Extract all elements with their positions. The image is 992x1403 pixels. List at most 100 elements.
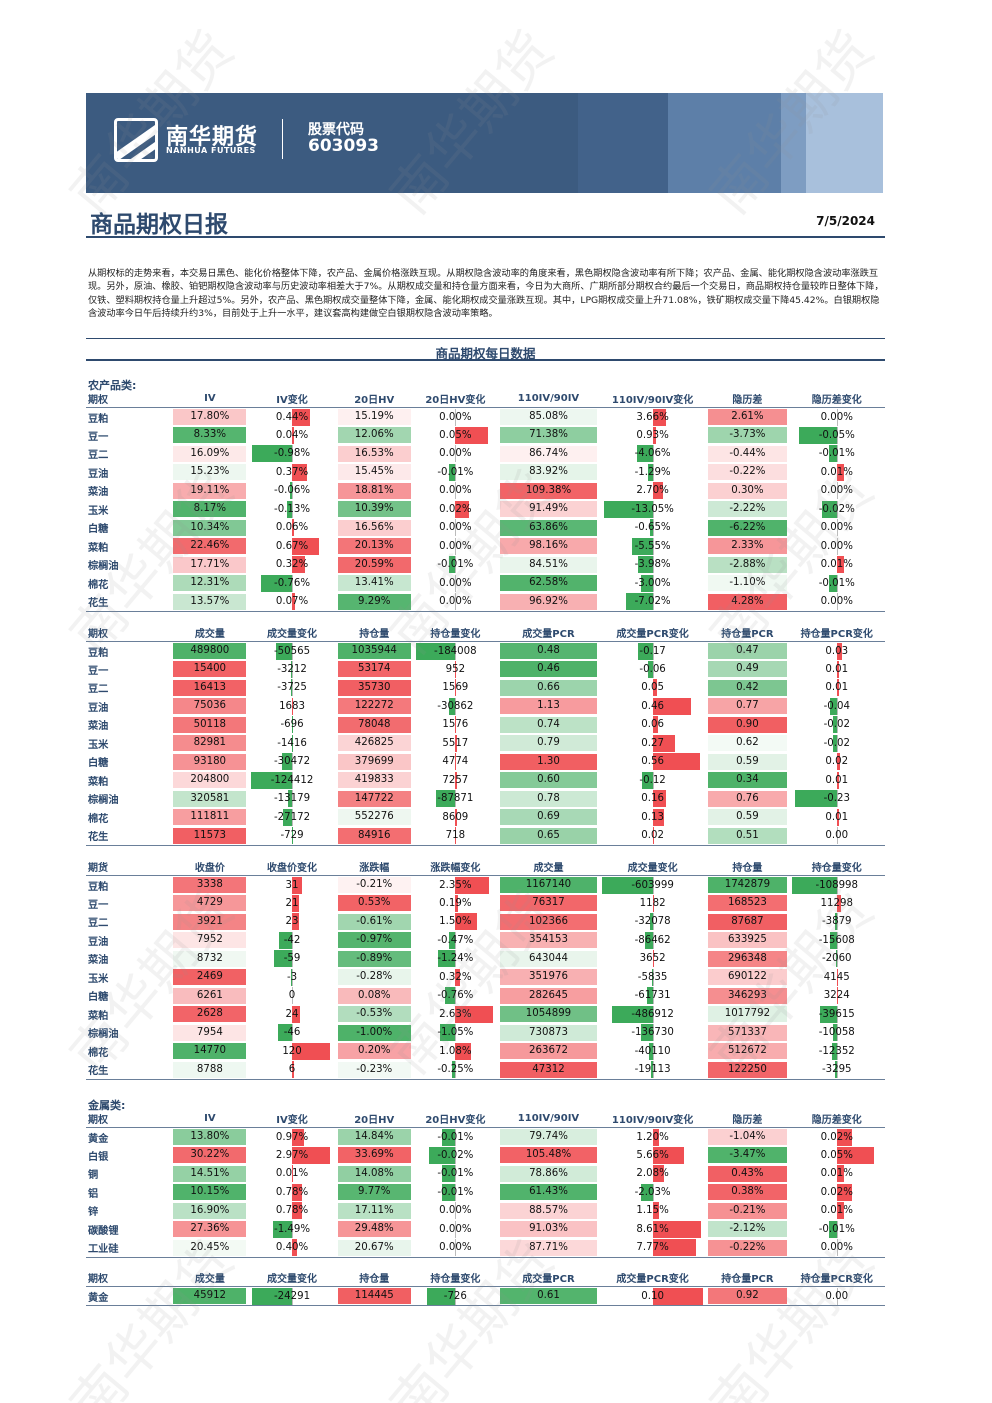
bar-fill xyxy=(292,593,295,610)
bar-value: -32078 xyxy=(634,916,671,928)
stock-code-label: 股票代码 xyxy=(308,122,364,138)
row-name: 白糖 xyxy=(88,758,109,770)
heat-value: 690122 xyxy=(708,969,787,986)
bar-fill xyxy=(652,1220,702,1238)
heat-value: 12.06% xyxy=(337,427,411,444)
row-name: 花生 xyxy=(86,592,172,612)
bar-axis xyxy=(455,827,457,844)
bar-value: 0.06 xyxy=(641,719,664,731)
bar-value: 0.00% xyxy=(439,448,472,460)
bar-fill xyxy=(442,1165,456,1183)
bar-value: -5.55% xyxy=(634,540,671,552)
bar-fill xyxy=(795,790,837,808)
heat-value: 0.51 xyxy=(708,827,787,844)
bar-value: -87871 xyxy=(437,793,474,805)
heat-cell: 426825 xyxy=(336,734,413,753)
data-bar: 0.05% xyxy=(792,1146,883,1164)
table-row: 菜油 50118 -696 78048 1576 0.74 0.06 0.90 -0.02 xyxy=(86,716,885,735)
data-bar: -0.76% xyxy=(416,987,495,1005)
heat-cell: 320581 xyxy=(171,790,248,809)
bar-cell: 0.00% xyxy=(413,408,498,427)
heat-value: 53174 xyxy=(337,661,411,678)
bar-value: 5517 xyxy=(442,737,469,749)
heat-cell: 0.78 xyxy=(498,790,599,809)
heat-cell: 33.69% xyxy=(336,1146,413,1165)
bar-fill xyxy=(292,1239,298,1256)
data-bar: -0.98% xyxy=(251,445,333,463)
table-row: 豆油 75036 1683 122272 -30862 1.13 0.46 0.77 -0.04 xyxy=(86,697,885,716)
heat-value: 20.45% xyxy=(173,1239,247,1256)
heat-cell: 17.80% xyxy=(171,408,248,427)
heat-value: 17.11% xyxy=(337,1202,411,1219)
row-name: 黄金 xyxy=(86,1286,172,1306)
bar-axis xyxy=(652,593,654,610)
bar-value: -0.47% xyxy=(437,934,474,946)
bar-value: -0.01% xyxy=(437,559,474,571)
bar-fill xyxy=(455,1042,471,1060)
table-row: 菜粕 22.46% 0.67% 20.13% 0.00% 98.16% -5.55% 2.33… xyxy=(86,537,885,556)
bar-axis xyxy=(292,808,294,826)
bar-cell: 11298 xyxy=(789,894,886,913)
data-bar: -87871 xyxy=(416,790,495,808)
bar-value: -0.17 xyxy=(639,645,666,657)
data-bar: 0.00 xyxy=(792,827,883,844)
bar-fill xyxy=(833,734,837,752)
data-bar: 1569 xyxy=(416,679,495,697)
heat-value: 122272 xyxy=(337,698,411,715)
data-bar: 0.00% xyxy=(792,537,883,555)
section-label-agri: 农产品类: xyxy=(88,379,137,392)
bar-cell: 0.06% xyxy=(248,519,336,538)
heat-cell: 71.38% xyxy=(498,426,599,445)
bar-fill xyxy=(829,445,837,463)
data-bar: -19113 xyxy=(602,1061,703,1078)
heat-cell: 346293 xyxy=(706,987,788,1006)
bar-cell: 6 xyxy=(248,1060,336,1080)
column-header: 持仓量 xyxy=(335,623,413,642)
bar-value: 0.78% xyxy=(275,1186,309,1198)
table-row: 菜油 19.11% -0.06% 18.81% 0.00% 109.38% 2.70% 0.3… xyxy=(86,482,885,501)
bar-fill xyxy=(836,660,839,678)
bar-cell: -3212 xyxy=(248,660,336,679)
bar-fill xyxy=(652,1146,685,1164)
bar-value: -1.49% xyxy=(274,1223,311,1235)
heat-value: 83.92% xyxy=(500,464,597,481)
data-bar: 0.01 xyxy=(792,679,883,697)
bar-value: -3.98% xyxy=(634,559,671,571)
bar-axis xyxy=(652,445,654,463)
heat-value: 20.67% xyxy=(337,1239,411,1256)
bar-value: 11298 xyxy=(820,897,853,909)
bar-value: -13.05% xyxy=(631,503,674,515)
heat-value: 13.57% xyxy=(173,593,247,610)
bar-axis xyxy=(292,716,294,734)
column-header: 期货 xyxy=(86,857,172,876)
bar-value: -3879 xyxy=(821,916,852,928)
data-bar: 0.00% xyxy=(416,1202,495,1220)
table-row: 玉米 8.17% -0.13% 10.39% 0.02% 91.49% -13.05% -2.… xyxy=(86,500,885,519)
row-name: 豆油 xyxy=(88,936,109,948)
heat-value: 16.53% xyxy=(337,445,411,462)
column-header: 20日HV变化 xyxy=(412,389,499,408)
heat-value: 426825 xyxy=(337,735,411,752)
heat-value: 87687 xyxy=(708,913,787,930)
heat-value: 71.38% xyxy=(500,427,597,444)
table-row: 豆粕 489800 -50565 1035944 -184008 0.48 -0.17 0.4… xyxy=(86,642,885,661)
heat-cell: 571337 xyxy=(706,1024,788,1043)
column-header: 110IV/90IV变化 xyxy=(598,389,707,408)
data-bar: 3652 xyxy=(602,950,703,968)
heat-value: 296348 xyxy=(708,950,787,967)
bar-cell: -0.47% xyxy=(413,931,498,950)
bar-value: -0.05% xyxy=(818,429,855,441)
heat-cell: 1017792 xyxy=(706,1005,788,1024)
bar-value: 0.00% xyxy=(439,485,472,497)
column-header: 成交量 xyxy=(171,623,249,642)
bar-value: -3212 xyxy=(277,663,307,675)
bar-axis xyxy=(455,1024,457,1042)
bar-value: -0.13% xyxy=(274,503,311,515)
row-name: 玉米 xyxy=(88,505,109,517)
bar-cell: 0.01% xyxy=(248,1165,336,1184)
data-bar: -0.02 xyxy=(792,716,883,734)
bar-cell: -0.76% xyxy=(413,987,498,1006)
bar-fill xyxy=(652,1165,665,1183)
heat-value: 15400 xyxy=(173,661,247,678)
heat-cell: 0.30% xyxy=(706,482,788,501)
